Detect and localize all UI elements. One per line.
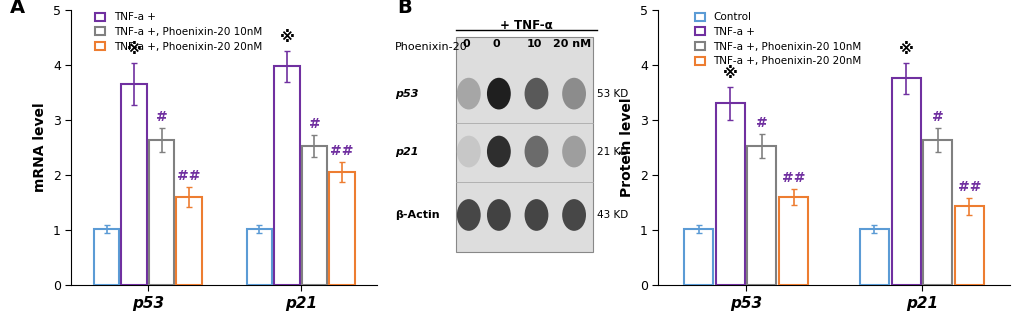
Bar [859,229,889,285]
Ellipse shape [561,78,586,109]
Legend: TNF-a +, TNF-a +, Phoenixin-20 10nM, TNF-a +, Phoenixin-20 20nM: TNF-a +, TNF-a +, Phoenixin-20 10nM, TNF… [92,9,265,55]
Bar [684,229,712,285]
Legend: Control, TNF-a +, TNF-a +, Phoenixin-20 10nM, TNF-a +, Phoenixin-20 20nM: Control, TNF-a +, TNF-a +, Phoenixin-20 … [691,9,864,69]
Bar [891,78,920,285]
FancyBboxPatch shape [455,37,592,252]
Text: + TNF-α: + TNF-α [499,19,552,32]
Bar [176,197,202,285]
Bar [747,146,775,285]
Bar [121,84,147,285]
Text: ※: ※ [126,42,142,57]
Ellipse shape [457,199,480,231]
Text: ※: ※ [898,42,913,57]
Text: #: # [309,117,320,132]
Bar [922,140,952,285]
Bar [247,229,272,285]
Ellipse shape [561,136,586,167]
Bar [274,66,300,285]
Ellipse shape [524,199,548,231]
Text: #: # [931,110,943,124]
Ellipse shape [457,78,480,109]
Ellipse shape [486,78,511,109]
Text: β-Actin: β-Actin [394,210,439,220]
Text: 0: 0 [492,39,499,49]
Ellipse shape [561,199,586,231]
Text: ※: ※ [722,66,737,81]
Text: A: A [10,0,25,17]
Text: p21: p21 [394,146,418,157]
Text: 10: 10 [526,39,541,49]
Bar [329,172,355,285]
Bar [954,206,983,285]
Bar [94,229,119,285]
Ellipse shape [486,199,511,231]
Ellipse shape [524,136,548,167]
Ellipse shape [457,136,480,167]
Text: 21 KD: 21 KD [596,146,628,157]
Bar [779,197,807,285]
Bar [149,140,174,285]
Text: #: # [156,110,167,124]
Text: ##: ## [177,169,201,183]
Bar [715,103,744,285]
Bar [302,146,327,285]
Y-axis label: Protein level: Protein level [620,98,634,197]
Text: ##: ## [781,171,805,185]
Text: B: B [397,0,412,17]
Text: ##: ## [330,145,354,158]
Text: #: # [755,116,767,130]
Ellipse shape [486,136,511,167]
Text: 43 KD: 43 KD [596,210,628,220]
Ellipse shape [524,78,548,109]
Text: 0: 0 [462,39,470,49]
Text: ※: ※ [279,30,294,45]
Text: 53 KD: 53 KD [596,89,628,99]
Text: 20 nM: 20 nM [552,39,590,49]
Text: Phoenixin-20: Phoenixin-20 [394,42,467,52]
Y-axis label: mRNA level: mRNA level [34,103,47,192]
Text: p53: p53 [394,89,418,99]
Text: ##: ## [957,180,980,194]
